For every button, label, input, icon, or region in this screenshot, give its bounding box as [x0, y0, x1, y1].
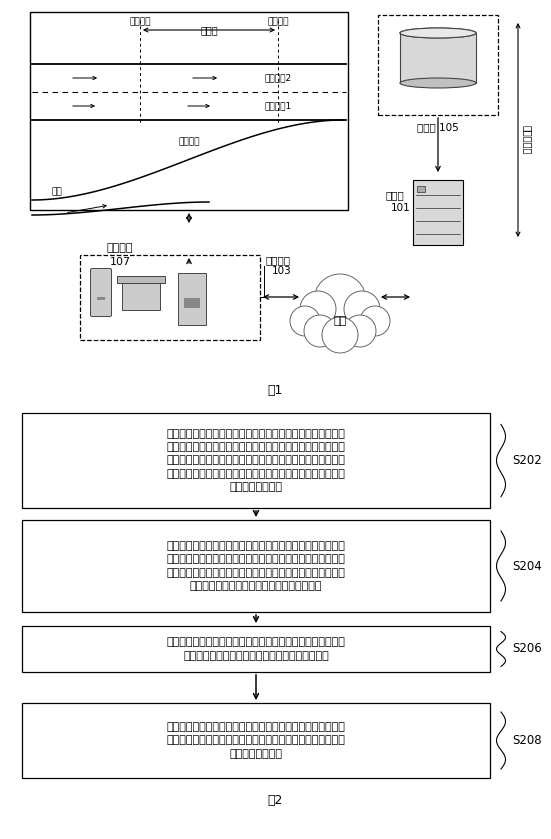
Text: S208: S208 [512, 734, 542, 747]
Text: 在确定出第一仿真车辆执行变道操作、且第二仿真主线车道满
足第一变道条件的情况下，控制第一仿真车辆从第一仿真主线
车道行驶到第二仿真主线车道，其中，第二仿真主线车: 在确定出第一仿真车辆执行变道操作、且第二仿真主线车道满 足第一变道条件的情况下，… [166, 541, 345, 591]
Text: 103: 103 [272, 266, 291, 276]
Circle shape [304, 315, 336, 347]
Text: 用户终端: 用户终端 [265, 255, 290, 265]
Text: S202: S202 [512, 454, 542, 467]
Bar [97, 297, 105, 300]
Text: 应用程序: 应用程序 [107, 243, 133, 253]
Text: 合流区: 合流区 [200, 25, 218, 35]
Text: 图2: 图2 [267, 794, 283, 806]
Bar [22, 626, 490, 672]
Circle shape [322, 317, 358, 353]
Text: 在第一仿真车辆行驶在第一仿真主线车道上、第一仿真车辆未
到达仿真匝道的末端、且第二仿真车辆行驶在仿真匝道上的情
况下，根据预设的第一概率确定第一仿真车辆是否执行: 在第一仿真车辆行驶在第一仿真主线车道上、第一仿真车辆未 到达仿真匝道的末端、且第… [166, 429, 345, 492]
Bar [178, 273, 206, 325]
Bar [22, 520, 490, 612]
Text: S204: S204 [512, 560, 542, 572]
Ellipse shape [400, 78, 476, 88]
Bar [378, 15, 498, 115]
Bar [80, 255, 260, 340]
Bar [417, 186, 425, 192]
Text: 加速车道: 加速车道 [179, 138, 200, 147]
Bar [22, 703, 490, 778]
Text: 主线车道2: 主线车道2 [264, 74, 291, 82]
Text: 在确定出第一仿真车辆不执行变道操作的情况下，根据预设的
第二概率确定第一仿真车辆是否执行第一减速操作: 在确定出第一仿真车辆不执行变道操作的情况下，根据预设的 第二概率确定第一仿真车辆… [166, 638, 345, 660]
Text: 合流末端: 合流末端 [267, 17, 289, 26]
Circle shape [314, 274, 366, 326]
Text: 图1: 图1 [267, 383, 283, 397]
Text: 主线车道1: 主线车道1 [264, 102, 291, 111]
Circle shape [344, 291, 380, 327]
Text: 107: 107 [110, 257, 131, 267]
Ellipse shape [400, 28, 476, 38]
Bar [22, 413, 490, 508]
Text: S206: S206 [512, 643, 542, 655]
Bar [184, 298, 200, 308]
Text: 服务器: 服务器 [385, 190, 404, 200]
Circle shape [344, 315, 376, 347]
Text: 在确定出第一仿真车辆执行第一减速操作的情况下，控制第一
仿真车辆减速，以使得第二仿真车辆通过仿真加速车道行驶到
第一仿真主线车道: 在确定出第一仿真车辆执行第一减速操作的情况下，控制第一 仿真车辆减速，以使得第二… [166, 722, 345, 758]
Text: 辅道: 辅道 [52, 187, 63, 196]
Text: 生产数据库: 生产数据库 [522, 125, 532, 154]
Bar [30, 12, 348, 210]
Circle shape [290, 306, 320, 336]
Circle shape [300, 291, 336, 327]
Circle shape [360, 306, 390, 336]
Text: 数据库 105: 数据库 105 [417, 122, 459, 132]
Bar [117, 276, 165, 283]
Bar [122, 282, 160, 310]
Text: 网络: 网络 [333, 316, 347, 326]
FancyBboxPatch shape [90, 268, 111, 316]
Bar [400, 33, 476, 83]
Text: 合流始端: 合流始端 [129, 17, 151, 26]
Bar [413, 180, 463, 245]
Text: 101: 101 [391, 203, 410, 213]
Ellipse shape [400, 28, 476, 38]
